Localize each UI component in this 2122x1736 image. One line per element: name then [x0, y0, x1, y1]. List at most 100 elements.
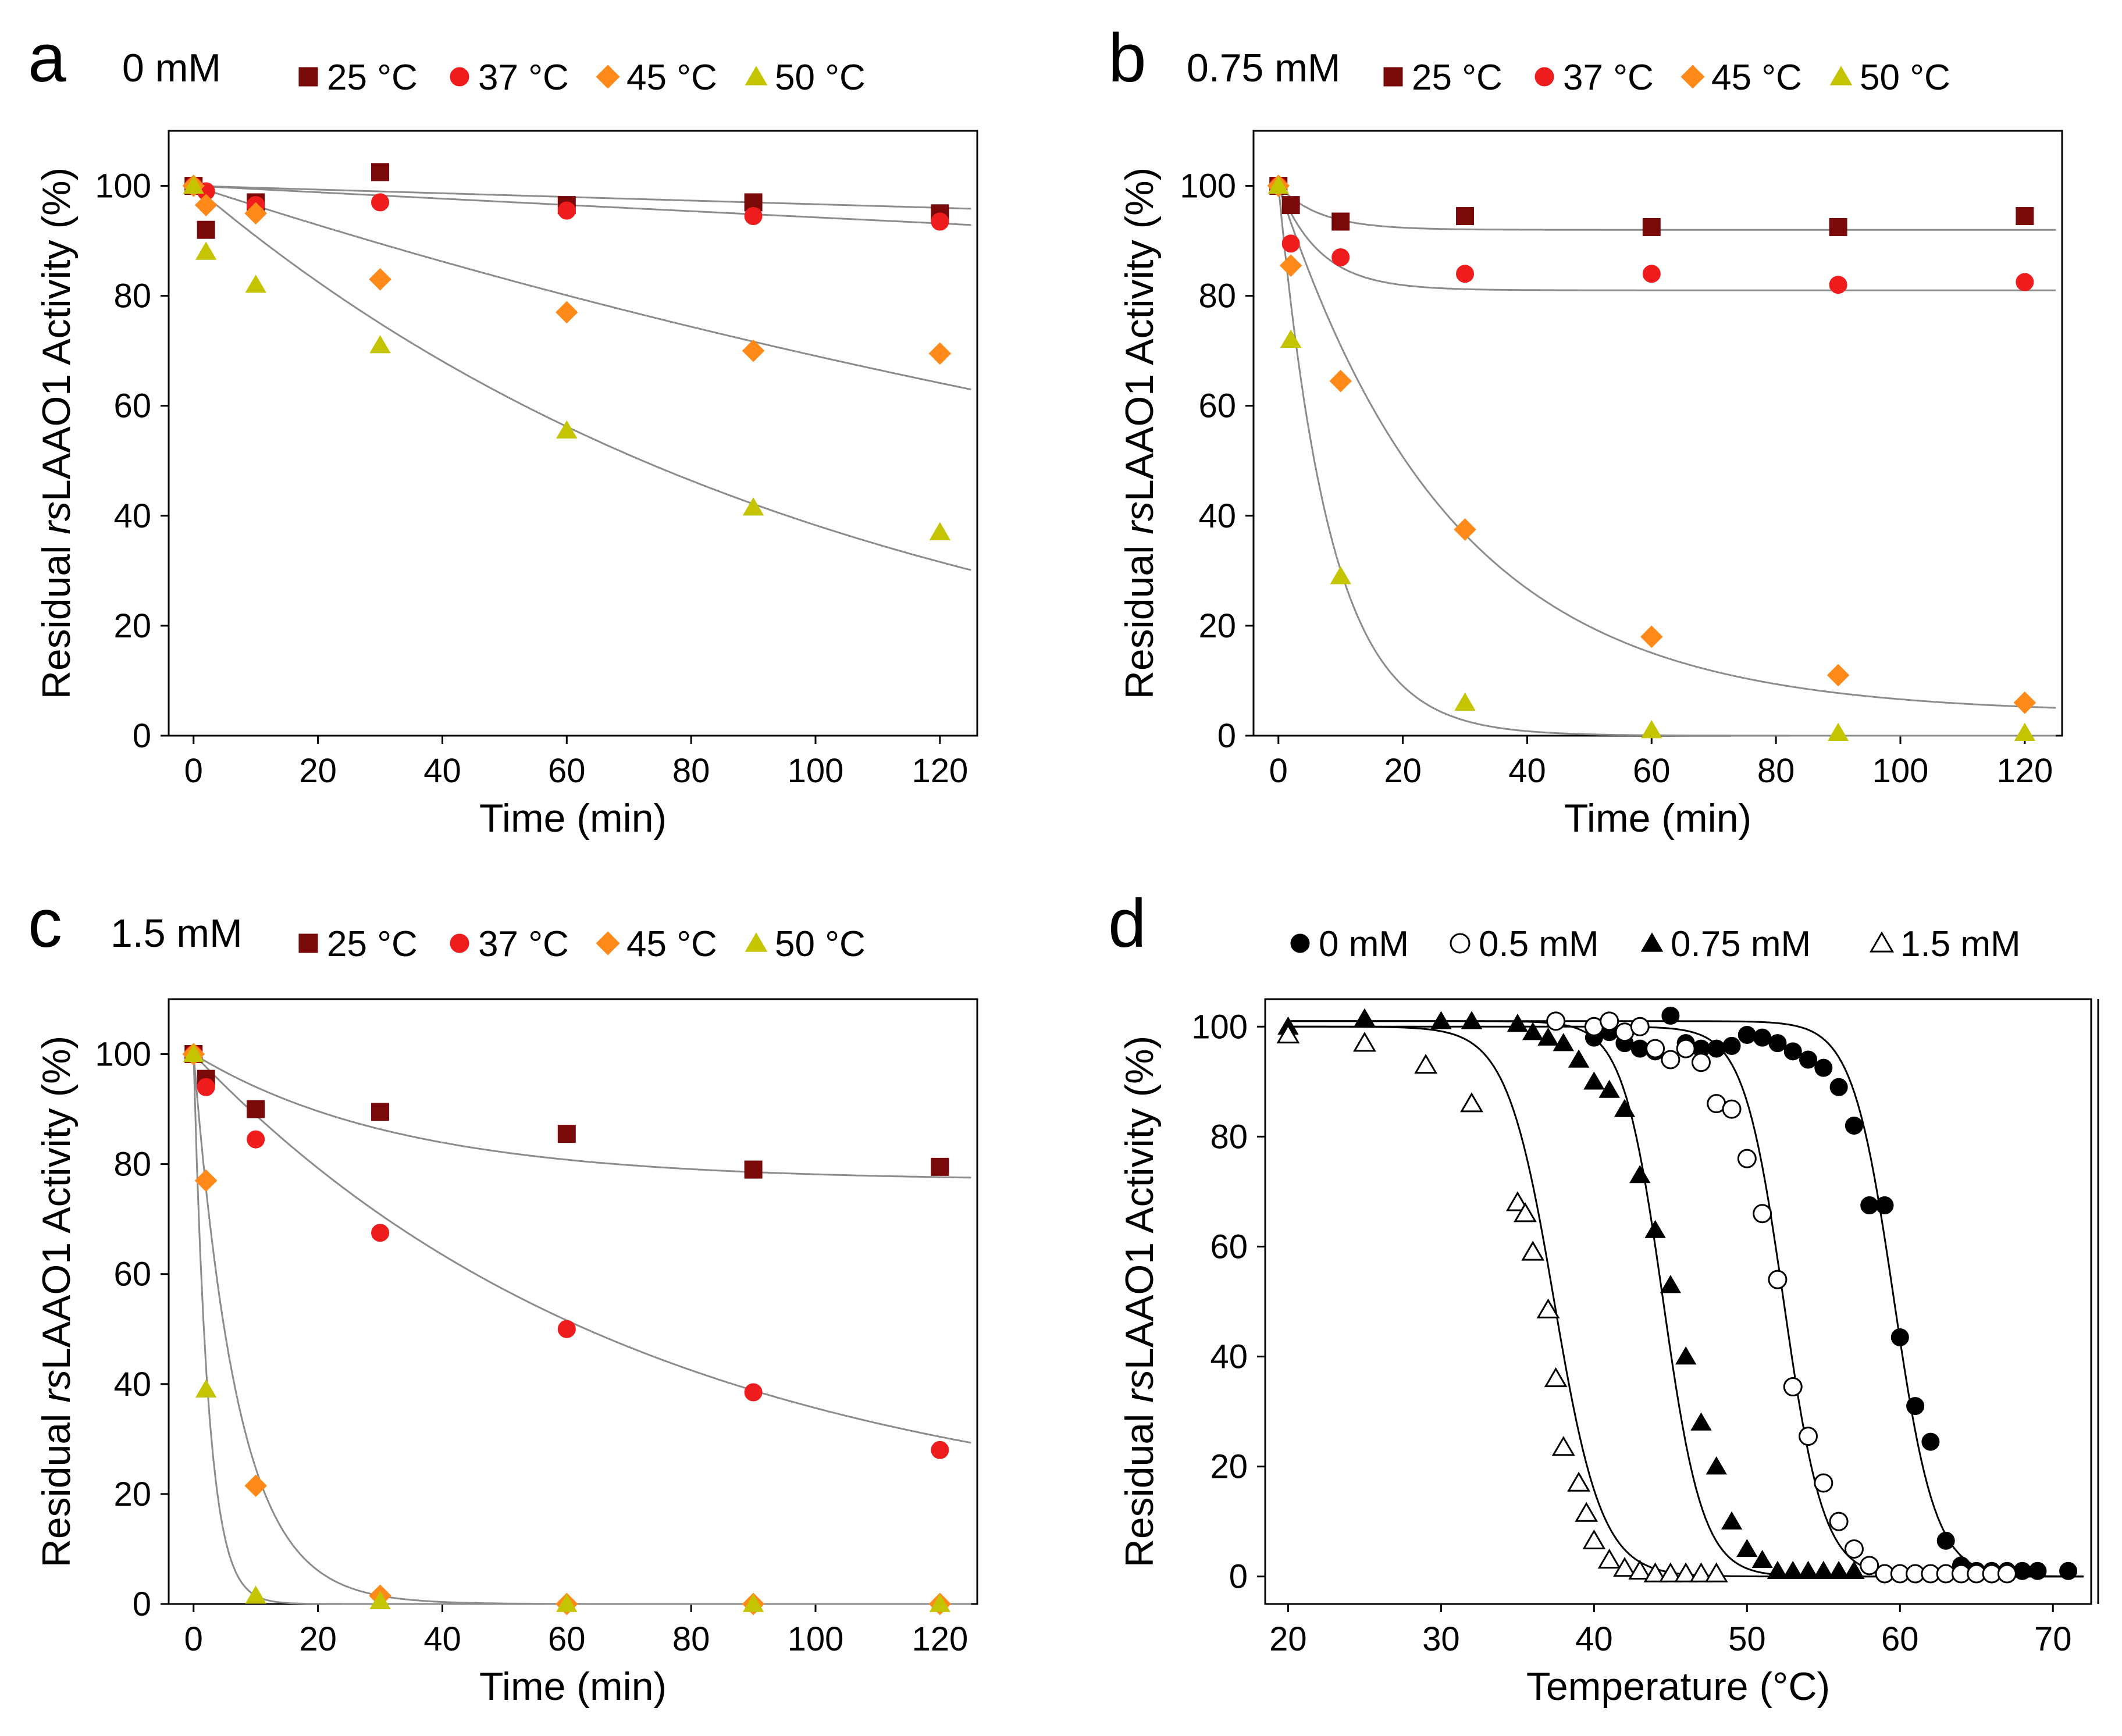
data-point [1546, 1011, 1566, 1031]
data-point [1997, 1564, 2017, 1584]
plot-frame [1264, 998, 2092, 1605]
data-point [1875, 1196, 1894, 1215]
data-point [195, 1379, 217, 1398]
legend-label: 25 °C [327, 58, 418, 98]
data-point [1660, 1275, 1682, 1293]
fit-curve [1277, 185, 2056, 291]
data-point [1814, 1473, 1833, 1493]
y-tick-label: 80 [113, 277, 151, 315]
data-point [1352, 1032, 1376, 1052]
data-point [929, 1594, 951, 1612]
legend-marker-3 [1829, 66, 1853, 85]
x-tick-label: 100 [788, 752, 844, 790]
data-point [183, 176, 204, 194]
data-point [1583, 1071, 1605, 1090]
data-point [1799, 1427, 1818, 1446]
data-point [1690, 1412, 1712, 1431]
data-point [369, 268, 391, 291]
data-point [556, 420, 578, 439]
data-point [1330, 566, 1351, 584]
fit-curve [1277, 185, 2056, 231]
x-tick-label: 20 [1384, 752, 1422, 790]
data-point [1783, 1042, 1802, 1061]
data-point [2028, 1562, 2047, 1580]
panel-c: c 1.5 mM 25 °C 37 °C 45 °C 50 °C 0 20 40 60 80 100 1… [28, 885, 978, 1709]
data-point [1722, 1099, 1742, 1119]
y-axis-label-part: LAAO1 Activity (%) [34, 1036, 79, 1370]
data-point [742, 497, 764, 516]
data-point [1461, 1011, 1483, 1029]
legend-marker-1 [450, 67, 469, 87]
x-tick-label: 20 [299, 752, 337, 790]
legend-marker-1 [1534, 67, 1554, 87]
y-axis-label-part: Residual [34, 534, 79, 700]
data-point [1460, 1092, 1483, 1113]
data-point [1544, 1367, 1568, 1388]
data-point [931, 212, 949, 231]
y-axis-label-part: Residual [34, 1403, 79, 1568]
data-point [1414, 1053, 1438, 1074]
x-tick-label: 60 [1881, 1620, 1919, 1658]
x-tick-label: 50 [1728, 1620, 1766, 1658]
data-point [2013, 691, 2036, 714]
legend-label: 37 °C [478, 924, 569, 964]
data-point [2016, 273, 2034, 291]
legend-label: 0.5 mM [1479, 924, 1599, 964]
data-point [929, 522, 951, 540]
fit-curve [193, 185, 971, 391]
panel-title: 0 mM [122, 46, 221, 90]
fit-curve [1277, 186, 2056, 737]
legend-marker-0 [1383, 67, 1403, 87]
x-tick-label: 80 [1757, 752, 1795, 790]
data-point [1641, 720, 1662, 739]
data-point [2014, 722, 2036, 741]
data-point [1553, 1033, 1574, 1051]
data-point [1783, 1377, 1803, 1397]
data-point [1707, 1039, 1726, 1058]
data-point [197, 1078, 215, 1096]
data-point [556, 1594, 578, 1612]
data-point [1280, 329, 1302, 348]
data-point [197, 220, 215, 239]
data-point [1567, 1471, 1591, 1492]
y-tick-label: 80 [113, 1146, 151, 1184]
data-point [557, 1320, 576, 1338]
data-point [742, 1594, 764, 1612]
y-axis-label-italic: rs [1117, 1370, 1162, 1403]
data-point [1630, 1017, 1650, 1036]
data-point [371, 163, 390, 181]
data-point [1676, 1039, 1696, 1058]
y-tick-label: 60 [113, 387, 151, 425]
data-point [194, 194, 218, 216]
fit-curve [193, 185, 971, 210]
data-point [1514, 1202, 1537, 1222]
data-point [1721, 1511, 1743, 1530]
legend-label: 25 °C [1412, 58, 1503, 98]
data-point [1689, 1562, 1713, 1582]
y-axis-label: Residual rsLAAO1 Activity (%) [1117, 1036, 1162, 1568]
x-tick-label: 20 [1269, 1620, 1307, 1658]
x-tick-label: 60 [1633, 752, 1671, 790]
y-tick-label: 40 [113, 497, 151, 535]
panel-d: d 0 mM 0.5 mM 0.75 mM 1.5 mM 20 30 40 50 60 70 0 20 4… [1108, 885, 2099, 1709]
data-point [245, 275, 266, 293]
data-point [1551, 1436, 1575, 1456]
data-point [1507, 1014, 1529, 1032]
y-tick-label: 100 [95, 1036, 151, 1074]
data-point [744, 207, 763, 226]
legend-marker-2 [596, 65, 620, 89]
data-point [1674, 1562, 1698, 1582]
legend-label: 25 °C [327, 924, 418, 964]
plot-frame [168, 998, 978, 1605]
x-tick-label: 120 [1996, 752, 2053, 790]
legend-marker-0 [298, 933, 318, 953]
data-point [1276, 1023, 1300, 1044]
y-axis-label: Residual rsLAAO1 Activity (%) [1117, 167, 1162, 700]
data-point [1753, 1204, 1772, 1224]
data-point [931, 1441, 949, 1459]
data-point [1642, 265, 1661, 283]
panel-letter: c [28, 885, 62, 962]
data-point [1890, 1328, 1909, 1346]
legend-marker-2 [1640, 932, 1664, 952]
x-tick-label: 20 [299, 1620, 337, 1658]
